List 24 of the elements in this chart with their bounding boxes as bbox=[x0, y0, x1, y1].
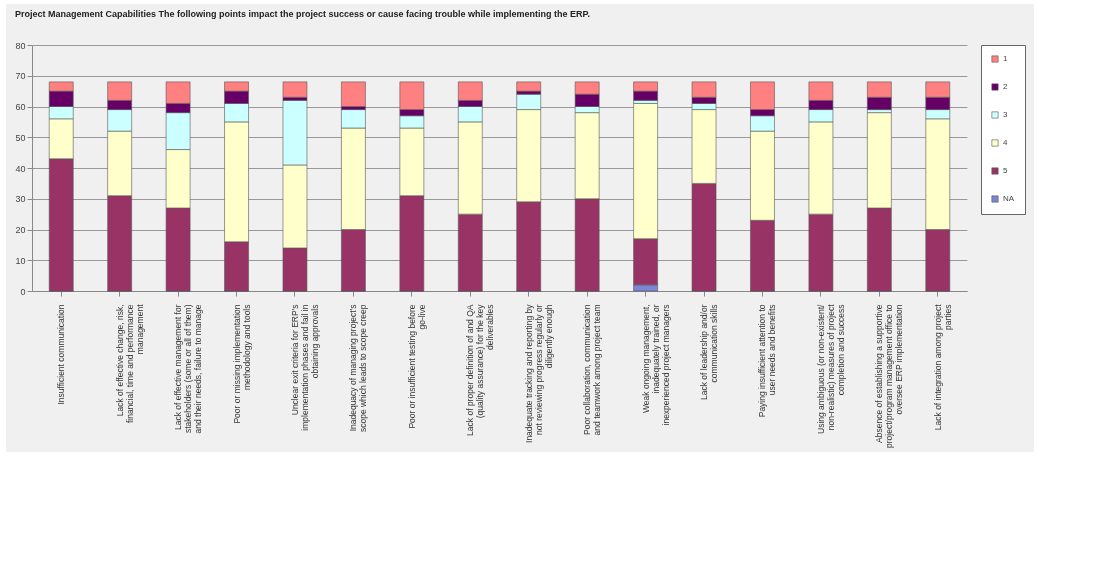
x-tick-label: Insufficient communication bbox=[56, 304, 67, 405]
bar bbox=[341, 81, 366, 107]
y-tick-label: 70 bbox=[15, 71, 26, 82]
y-tick-label: 80 bbox=[15, 40, 26, 51]
y-tick-label: 40 bbox=[15, 163, 26, 174]
y-tick-label: 20 bbox=[15, 225, 26, 235]
y-tick-label: 30 bbox=[15, 194, 26, 205]
chart-title: Project Management Capabilities The following points impact the project success or cause facing trouble while implementing the ERP. bbox=[14, 9, 590, 19]
legend-label: 1 bbox=[1003, 54, 1008, 63]
legend-label: NA bbox=[1003, 194, 1015, 203]
x-tick-label: Lack of effective change, risk, financial, time and performance management bbox=[114, 303, 145, 424]
legend-label: 4 bbox=[1003, 138, 1008, 147]
bar bbox=[282, 81, 308, 98]
x-tick-label: Lack of integration among project parties bbox=[932, 303, 953, 431]
y-tick-label: 50 bbox=[15, 132, 26, 143]
bar bbox=[516, 81, 542, 92]
x-tick-label: Lack of proper definition of and QA (quality assurance) for the key deliverables bbox=[465, 303, 496, 436]
legend-label: 5 bbox=[1003, 166, 1008, 175]
y-tick-label: 0 bbox=[20, 286, 26, 297]
x-tick-label: Poor or insufficient testing before go-live bbox=[406, 304, 427, 429]
legend-label: 2 bbox=[1003, 82, 1008, 91]
legend-label: 3 bbox=[1003, 110, 1008, 119]
y-tick-label: 60 bbox=[15, 102, 26, 112]
y-tick-label: 10 bbox=[15, 255, 26, 266]
